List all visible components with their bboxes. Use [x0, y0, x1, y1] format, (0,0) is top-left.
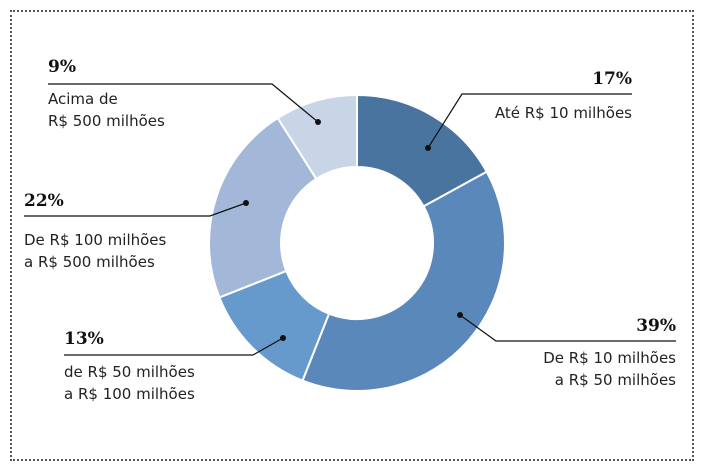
- donut-segment: [276, 93, 358, 181]
- leader-line: [24, 202, 247, 217]
- leader-line: [459, 314, 676, 342]
- leader-dot: [425, 145, 431, 151]
- leader-dot: [315, 119, 321, 125]
- value-label: 13%: [64, 329, 104, 349]
- category-label: De R$ 100 milhões a R$ 500 milhões: [24, 231, 167, 271]
- donut-segment: [301, 170, 506, 392]
- leader-dot: [243, 200, 249, 206]
- frame: [10, 10, 694, 461]
- leader-line: [427, 93, 632, 149]
- value-label: 17%: [592, 69, 632, 89]
- leader-line: [64, 337, 284, 356]
- donut-segment: [208, 116, 318, 299]
- leader-line: [48, 83, 319, 123]
- value-label: 22%: [24, 191, 64, 211]
- value-label: 39%: [636, 316, 676, 336]
- value-label: 9%: [48, 57, 76, 77]
- leader-dot: [280, 335, 286, 341]
- category-label: De R$ 10 milhões a R$ 50 milhões: [543, 349, 676, 389]
- leader-dot: [457, 312, 463, 318]
- category-label: de R$ 50 milhões a R$ 100 milhões: [64, 363, 195, 403]
- category-label: Até R$ 10 milhões: [494, 104, 632, 122]
- category-label: Acima de R$ 500 milhões: [48, 90, 165, 130]
